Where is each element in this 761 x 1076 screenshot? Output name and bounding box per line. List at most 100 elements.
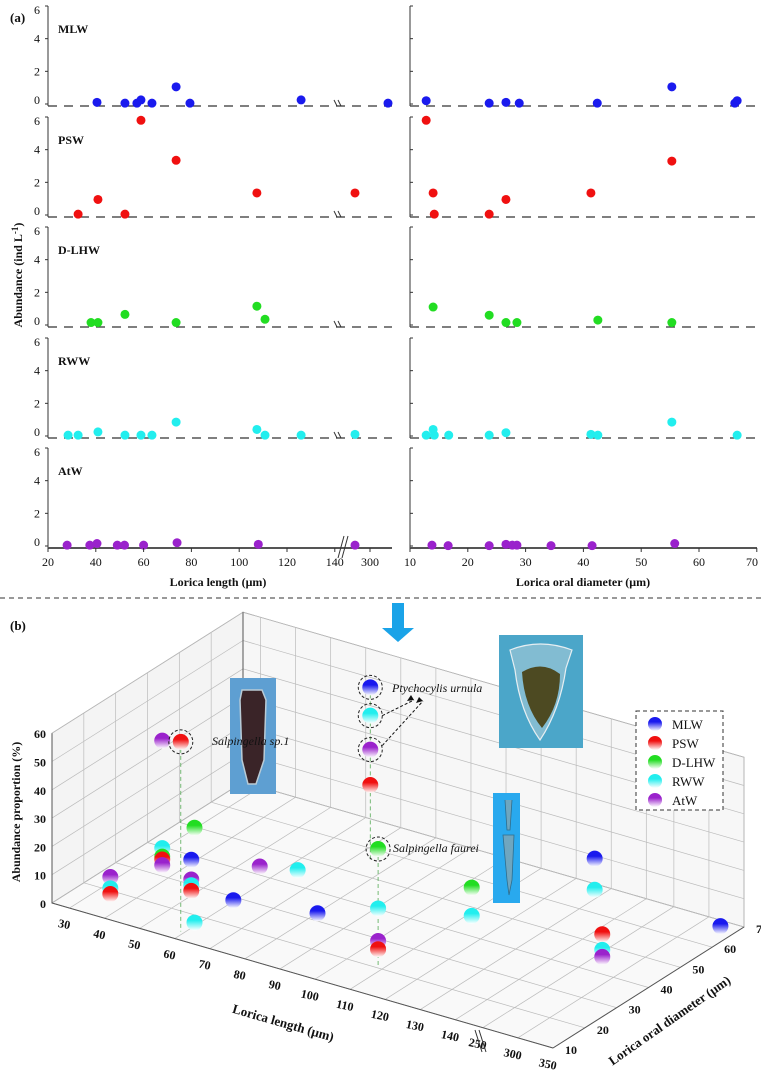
data-point-diameter	[444, 430, 454, 440]
axis-break-mark	[337, 535, 345, 559]
data-point-length	[260, 430, 270, 440]
data-point-length	[383, 98, 393, 108]
data-point-diameter	[428, 302, 438, 312]
gridline	[242, 696, 745, 843]
y-tick-label: 4	[34, 364, 40, 378]
data-point-length	[120, 209, 130, 219]
data-point-length	[136, 95, 146, 105]
z-tick-label: 10	[34, 869, 46, 883]
y-tick-label: 4	[34, 143, 40, 157]
z-tick-label: 0	[40, 897, 46, 911]
x-tick-label: 120	[370, 1007, 391, 1024]
y-tick-label: 0	[34, 425, 40, 439]
axis-break-mark	[333, 99, 338, 107]
micrograph-salpingella-sp1	[230, 678, 276, 794]
data-point-mlw	[712, 918, 729, 935]
data-point-diameter	[732, 430, 742, 440]
data-point-rww	[463, 907, 480, 924]
data-point-diameter	[484, 430, 494, 440]
data-point-diameter	[593, 315, 603, 325]
y-tick-label: 30	[629, 1003, 641, 1017]
data-point-diameter	[427, 540, 437, 550]
data-point-diameter	[484, 209, 494, 219]
data-point-d-lhw	[186, 819, 203, 836]
cell-body	[522, 666, 560, 728]
data-point-diameter	[429, 430, 439, 440]
data-point-length	[73, 430, 83, 440]
y-tick-label: 6	[34, 3, 40, 17]
data-point-diameter	[501, 97, 511, 107]
y-tick-label: 4	[34, 253, 40, 267]
water-mass-label: MLW	[58, 22, 88, 36]
legend-label: RWW	[672, 774, 705, 789]
y-tick-label: 2	[34, 64, 40, 78]
data-point-length	[147, 430, 157, 440]
data-point-diameter	[484, 98, 494, 108]
data-point-length	[63, 430, 73, 440]
data-point-diameter	[593, 430, 603, 440]
data-point-diameter	[421, 430, 431, 440]
data-point-atw	[362, 741, 379, 758]
data-point-length	[136, 430, 146, 440]
y-tick-label: 6	[34, 114, 40, 128]
data-point-diameter	[586, 429, 596, 439]
lorica-shape	[239, 689, 267, 785]
data-point-length	[252, 301, 262, 311]
data-point-rww	[586, 881, 603, 898]
y-tick-label: 4	[34, 474, 40, 488]
data-point-d-lhw	[463, 879, 480, 896]
data-point-length	[120, 98, 130, 108]
x-tick-label: 100	[230, 555, 248, 569]
axis-break-mark	[333, 431, 338, 439]
data-point-diameter	[421, 115, 431, 125]
data-point-rww	[362, 707, 379, 724]
y-tick-label: 10	[565, 1043, 577, 1057]
data-point-length	[172, 538, 182, 548]
y-tick-label: 20	[597, 1023, 609, 1037]
data-point-length	[139, 540, 149, 550]
axis-break-mark	[337, 210, 342, 218]
x-tick-label: 90	[267, 977, 282, 993]
y-tick-label: 0	[34, 93, 40, 107]
lorica-shape	[502, 799, 515, 896]
y-axis-title-end: )	[11, 223, 25, 227]
y-tick-label: 0	[34, 204, 40, 218]
z-tick-label: 60	[34, 727, 46, 741]
data-point-diameter	[512, 540, 522, 550]
y-axis	[552, 926, 745, 1049]
data-point-length	[112, 540, 122, 550]
data-point-length	[350, 429, 360, 439]
z-tick-label: 20	[34, 840, 46, 854]
z-tick-label: 30	[34, 812, 46, 826]
z-tick-label: 50	[34, 756, 46, 770]
x-tick-label: 10	[404, 555, 416, 569]
micrograph-salpingella-faurei	[493, 793, 520, 903]
data-point-length	[296, 430, 306, 440]
legend: MLW PSW D-LHW RWW AtW	[635, 710, 724, 811]
data-point-diameter	[501, 194, 511, 204]
legend-label: PSW	[672, 736, 699, 751]
x-tick-label: 60	[138, 555, 150, 569]
data-point-length	[350, 188, 360, 198]
x-tick-label: 20	[462, 555, 474, 569]
y-tick-label: 2	[34, 396, 40, 410]
data-point-diameter	[484, 310, 494, 320]
x-tick-label: 30	[520, 555, 532, 569]
x-tick-label: 300	[361, 555, 379, 569]
data-point-atw	[154, 732, 171, 749]
data-point-mlw	[586, 850, 603, 867]
data-point-diameter	[732, 96, 742, 106]
x-tick-label: 70	[746, 555, 758, 569]
panel-label-b: (b)	[10, 618, 26, 633]
axis-break-mark	[333, 320, 338, 328]
gridline	[147, 842, 649, 988]
x-tick-label: 50	[635, 555, 647, 569]
panel-a: (a) 0 2 4 6 MLW 0 2 4 6 PSW 0 2 4 6 D-LHW 0 2 4 6 RWW 0 2 4 6 AtW…	[10, 3, 758, 589]
data-point-length	[120, 430, 130, 440]
data-point-diameter	[587, 541, 597, 551]
data-point-diameter	[670, 539, 680, 549]
water-mass-label: PSW	[58, 133, 84, 147]
data-point-mlw	[309, 905, 326, 922]
x-tick-label: 120	[278, 555, 296, 569]
